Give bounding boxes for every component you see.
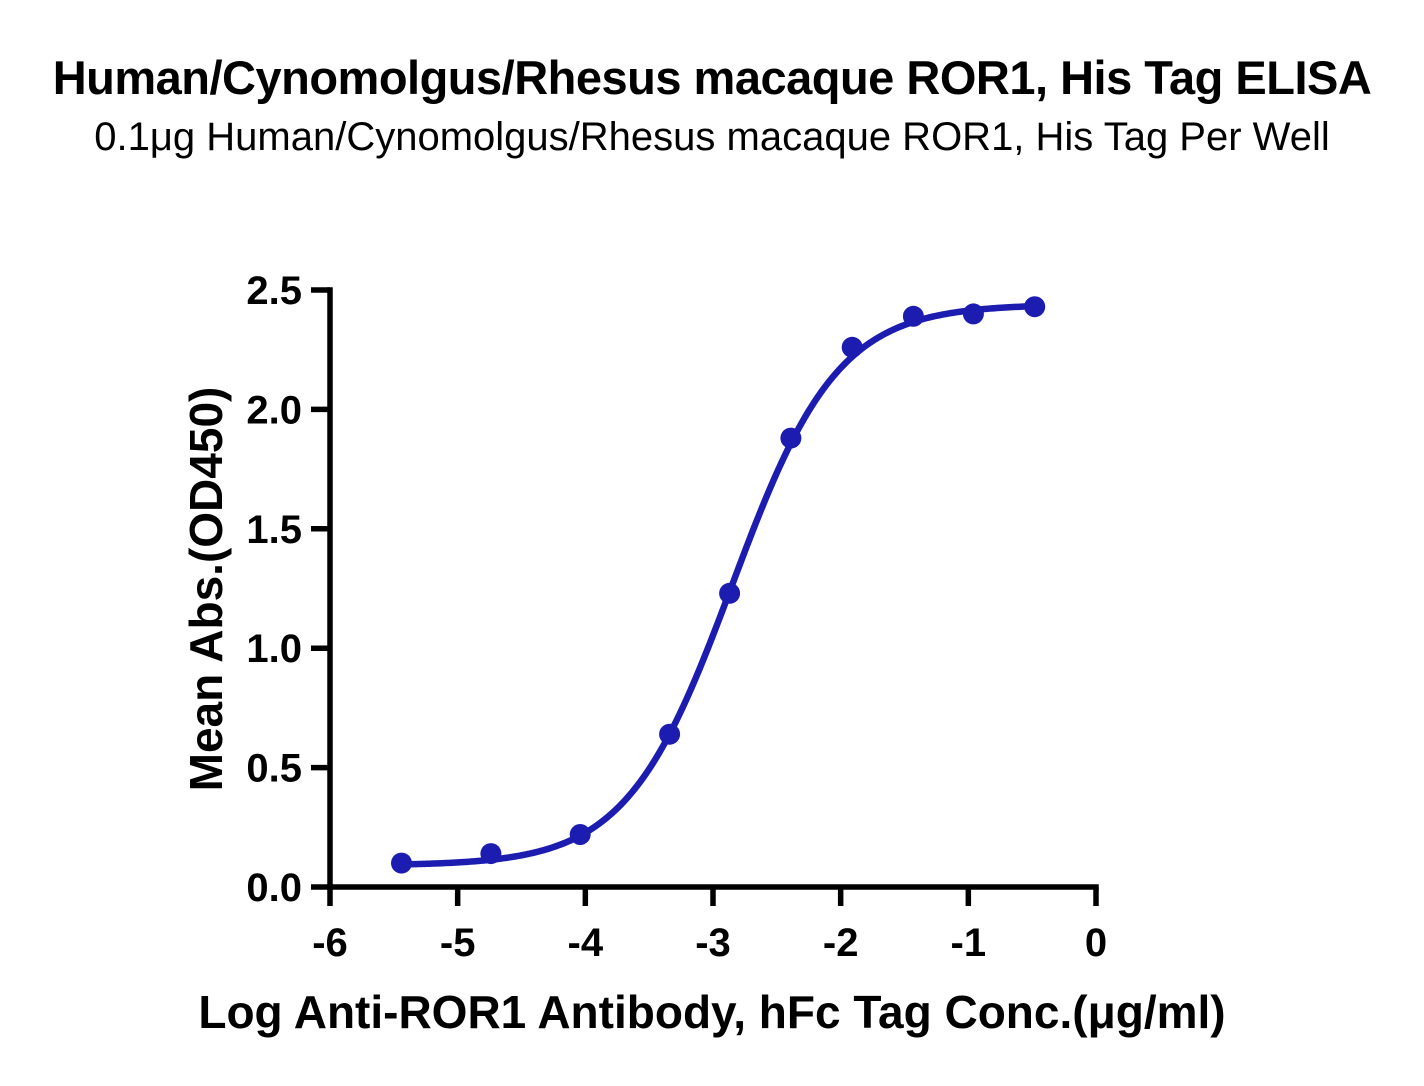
series-group (391, 296, 1046, 874)
y-tick-label: 2.0 (246, 388, 302, 432)
data-point (780, 427, 802, 449)
x-tick-label: -2 (823, 921, 859, 965)
y-tick-label: 0.5 (246, 747, 302, 791)
y-axis-title: Mean Abs.(OD450) (180, 387, 232, 792)
x-tick-label: -5 (440, 921, 476, 965)
data-point (962, 303, 984, 325)
data-point (480, 843, 502, 865)
x-tick-label: -4 (568, 921, 604, 965)
y-tick-label: 2.5 (246, 269, 302, 313)
data-point (719, 582, 741, 604)
axes-group (311, 287, 1099, 906)
data-point (569, 824, 591, 845)
fit-curve (398, 302, 1038, 868)
x-tick-label: -3 (695, 921, 731, 965)
data-point (841, 336, 863, 358)
data-point (1024, 296, 1046, 318)
x-tick-label: -1 (951, 921, 987, 965)
chart-title: Human/Cynomolgus/Rhesus macaque ROR1, Hi… (52, 51, 1372, 104)
x-tick-label: 0 (1085, 921, 1107, 965)
y-tick-label: 1.0 (246, 627, 302, 671)
x-tick-label: -6 (312, 921, 348, 965)
tick-labels-group: -6 -5 -4 -3 -2 -1 0 0.0 0.5 1.0 1.5 2.0 2.5 (246, 269, 1107, 965)
data-point (902, 305, 924, 327)
y-tick-label: 1.5 (246, 508, 302, 552)
y-tick-label: 0.0 (246, 866, 302, 910)
chart-subtitle: 0.1μg Human/Cynomolgus/Rhesus macaque RO… (94, 115, 1330, 159)
data-point (659, 723, 681, 745)
x-axis-title: Log Anti-ROR1 Antibody, hFc Tag Conc.(μg… (198, 986, 1225, 1038)
data-point (391, 852, 412, 874)
